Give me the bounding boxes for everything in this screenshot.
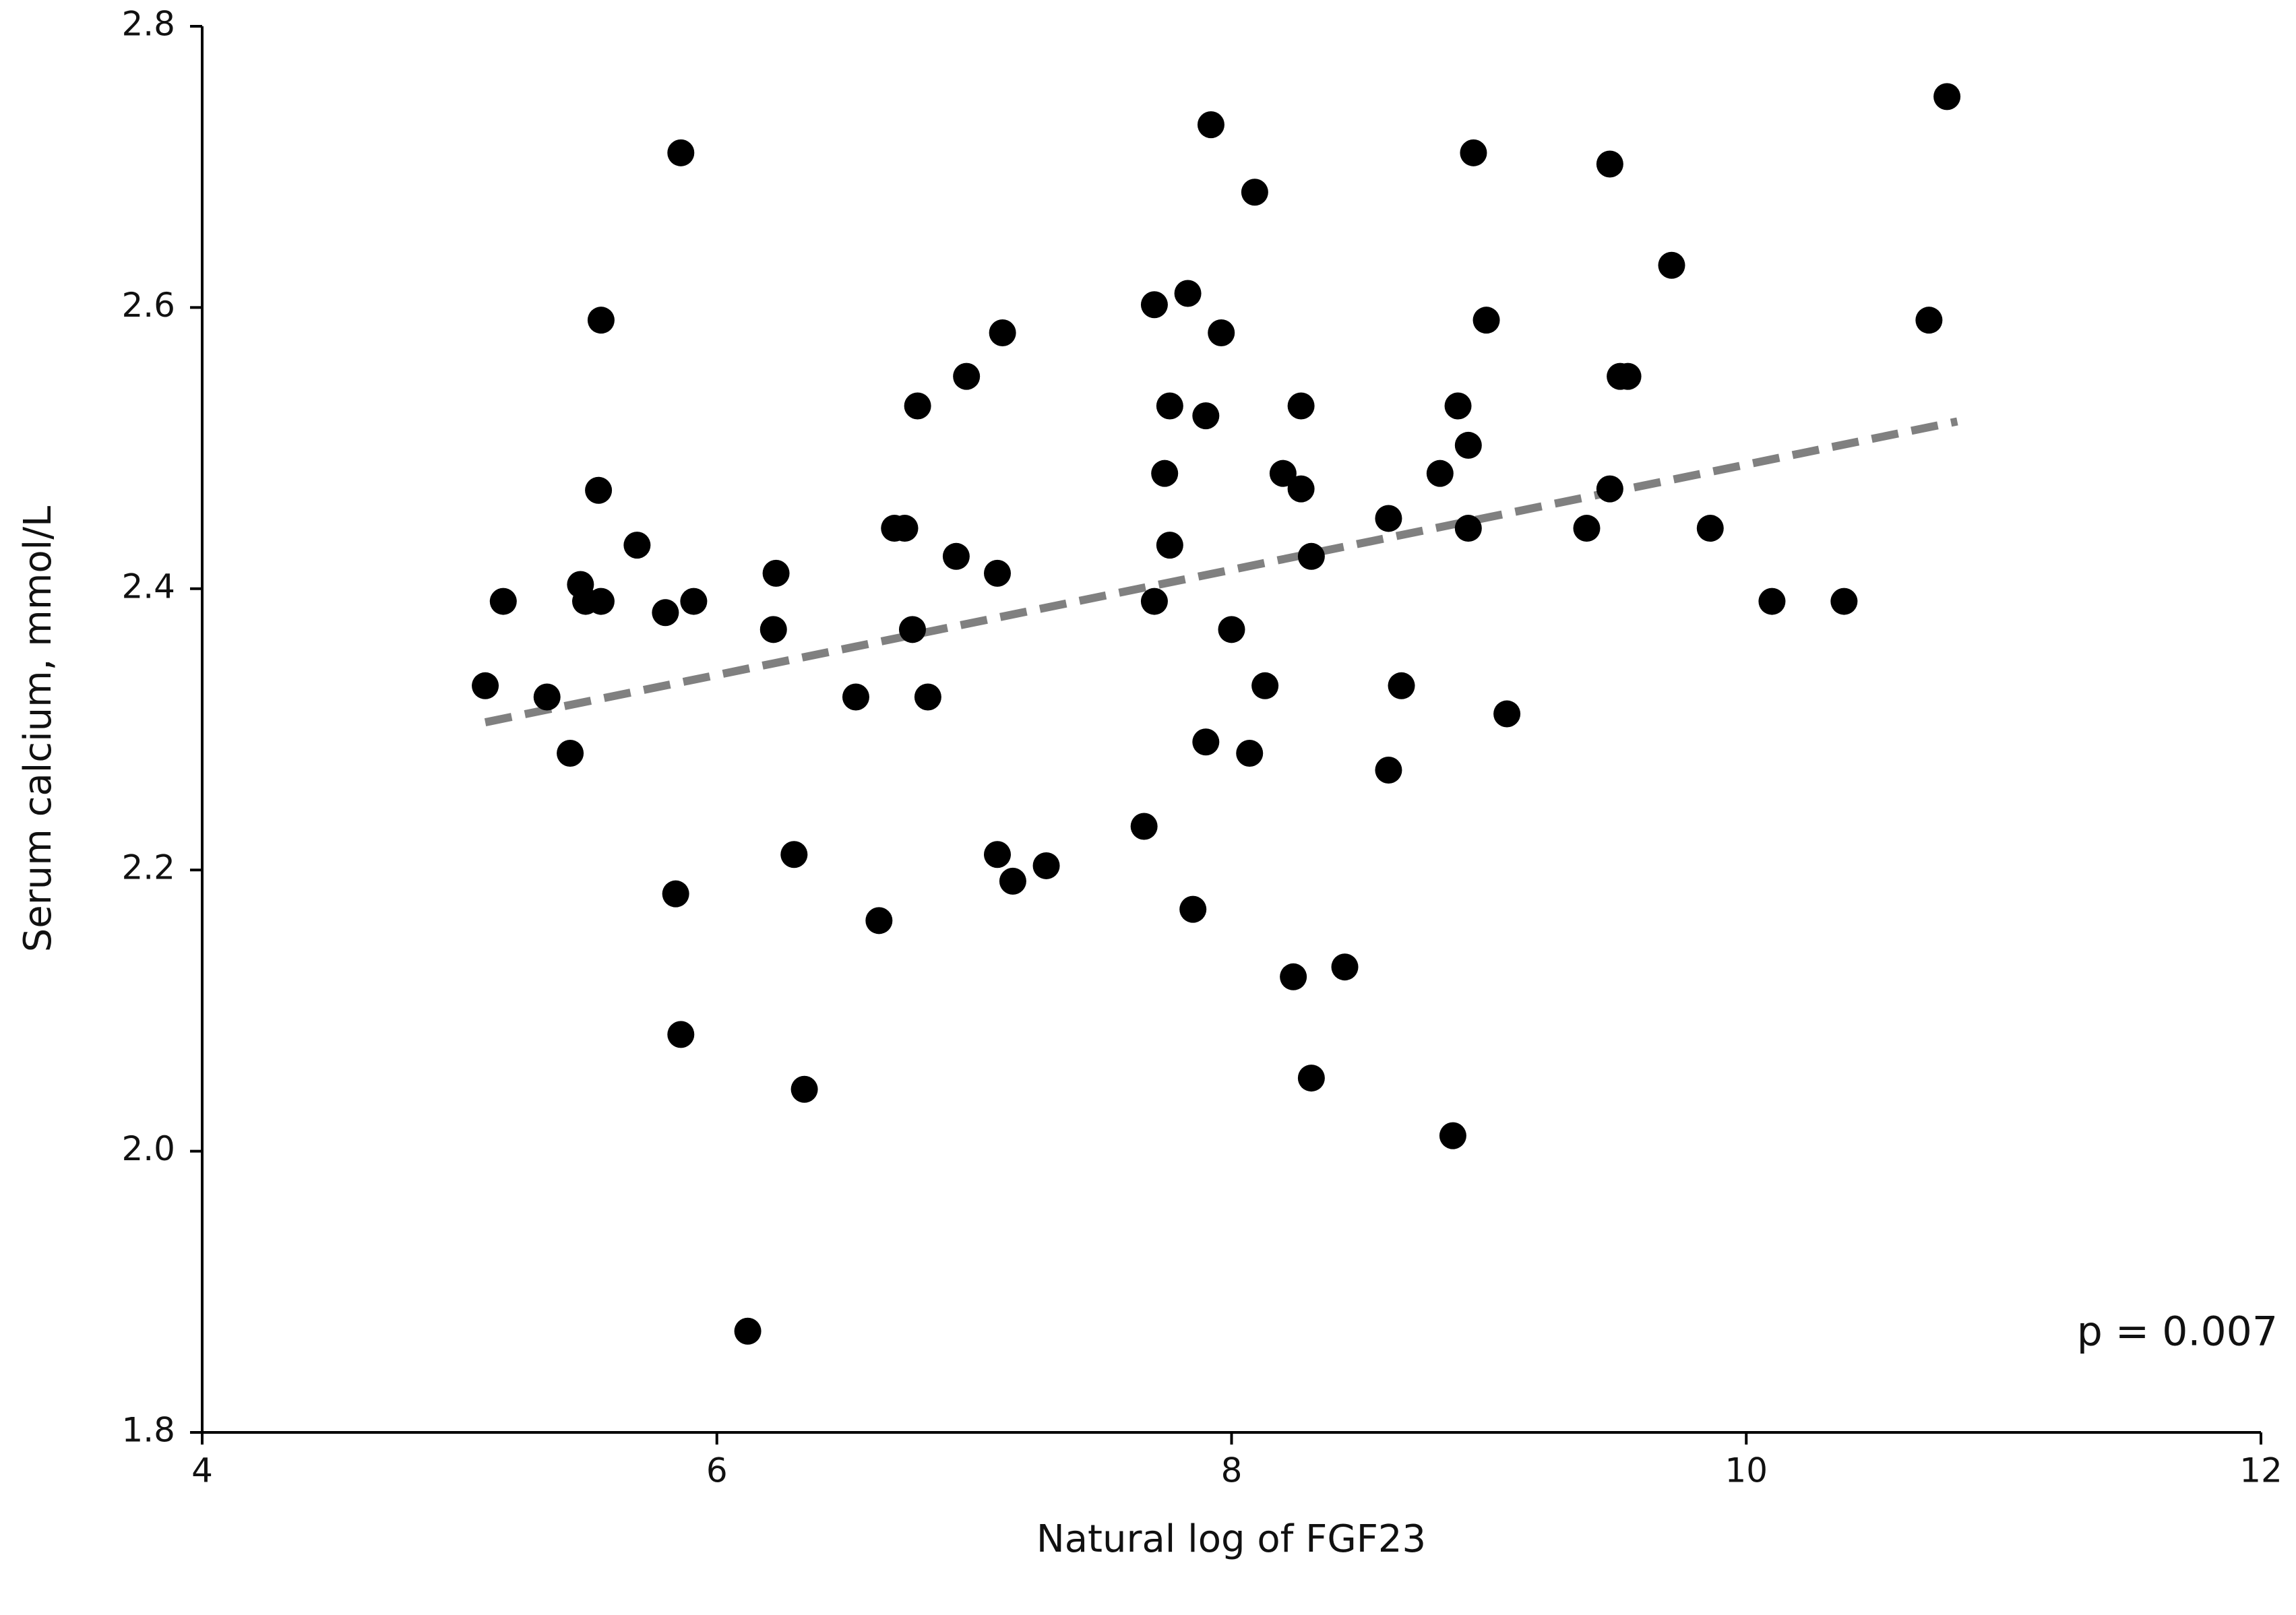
scatter-point [1251, 672, 1279, 699]
scatter-point [1297, 542, 1325, 570]
scatter-point [1444, 392, 1472, 420]
scatter-point [1596, 150, 1623, 178]
scatter-point [898, 616, 926, 643]
y-tick-label: 2.0 [121, 1129, 175, 1168]
scatter-point [1375, 757, 1402, 784]
x-tick-label: 4 [191, 1451, 213, 1490]
scatter-point [667, 1021, 695, 1048]
scatter-point [1156, 392, 1183, 420]
scatter-point [1192, 728, 1220, 756]
scatter-point [904, 392, 931, 420]
scatter-point [472, 672, 499, 699]
scatter-point [585, 476, 613, 504]
scatter-point [667, 139, 695, 166]
scatter-point [557, 739, 584, 767]
scatter-point [1472, 307, 1500, 334]
x-tick-label: 8 [1221, 1451, 1243, 1490]
y-axis-label: Serum calcium, mmol/L [16, 506, 60, 953]
scatter-point [842, 683, 869, 711]
scatter-point [1375, 505, 1402, 532]
scatter-point [759, 616, 787, 643]
scatter-point [1915, 307, 1943, 334]
scatter-point [989, 319, 1016, 346]
scatter-point [652, 599, 679, 627]
y-tick-label: 1.8 [121, 1411, 175, 1450]
scatter-point [1331, 953, 1359, 981]
scatter-point [734, 1317, 762, 1345]
scatter-point [1156, 532, 1183, 559]
scatter-point [533, 683, 561, 711]
scatter-point [999, 867, 1026, 895]
scatter-point [914, 683, 941, 711]
scatter-point [1236, 739, 1264, 767]
scatter-point [1151, 460, 1179, 487]
scatter-point [1830, 588, 1858, 615]
scatter-point [891, 515, 919, 542]
scatter-point [1658, 251, 1685, 279]
scatter-point [1241, 179, 1268, 206]
y-tick-label: 2.8 [121, 5, 175, 44]
scatter-point [1287, 392, 1315, 420]
scatter-point [1454, 515, 1482, 542]
scatter-point [1460, 139, 1487, 166]
scatter-point [953, 362, 981, 390]
scatter-point [1269, 460, 1297, 487]
scatter-point [790, 1075, 818, 1103]
scatter-point [942, 542, 970, 570]
scatter-point [780, 841, 808, 868]
scatter-point [623, 532, 651, 559]
scatter-point [1287, 475, 1315, 503]
scatter-point [1140, 291, 1168, 319]
x-tick-label: 6 [706, 1451, 728, 1490]
y-tick-label: 2.4 [121, 567, 175, 606]
scatter-point [1197, 111, 1224, 139]
scatter-point [983, 559, 1011, 587]
y-tick-label: 2.2 [121, 848, 175, 887]
scatter-point [1388, 672, 1415, 699]
trend-line [484, 417, 1958, 726]
scatter-point [1596, 475, 1623, 503]
scatter-point [1179, 895, 1207, 923]
scatter-point [1297, 1065, 1325, 1092]
scatter-point [1140, 588, 1168, 615]
y-tick-label: 2.6 [121, 286, 175, 325]
scatter-point [762, 559, 790, 587]
scatter-point [662, 880, 689, 908]
scatter-point [1758, 588, 1786, 615]
scatter-point [1130, 813, 1158, 840]
x-axis-label: Natural log of FGF23 [1036, 1517, 1426, 1561]
scatter-point [1426, 460, 1454, 487]
scatter-point [1493, 700, 1521, 728]
scatter-point [1218, 616, 1245, 643]
scatter-point [1208, 319, 1235, 346]
scatter-point [1032, 852, 1060, 879]
scatter-point [587, 307, 615, 334]
x-tick-label: 12 [2239, 1451, 2283, 1490]
scatter-point [1573, 515, 1601, 542]
scatter-point [1933, 83, 1961, 110]
scatter-point [983, 841, 1011, 868]
scatter-point [865, 907, 893, 935]
annotation: p = 0.007 [2077, 1308, 2278, 1356]
scatter-point [489, 588, 517, 615]
scatter-point [1454, 431, 1482, 459]
scatter-point [1439, 1122, 1466, 1149]
scatter-point [1192, 402, 1220, 430]
scatter-point [1614, 362, 1642, 390]
scatter-point [1696, 515, 1724, 542]
scatter-point [587, 588, 615, 615]
scatter-point [1174, 280, 1202, 307]
x-tick-label: 10 [1725, 1451, 1768, 1490]
scatter-point [1280, 963, 1307, 990]
scatter-point [680, 588, 708, 615]
